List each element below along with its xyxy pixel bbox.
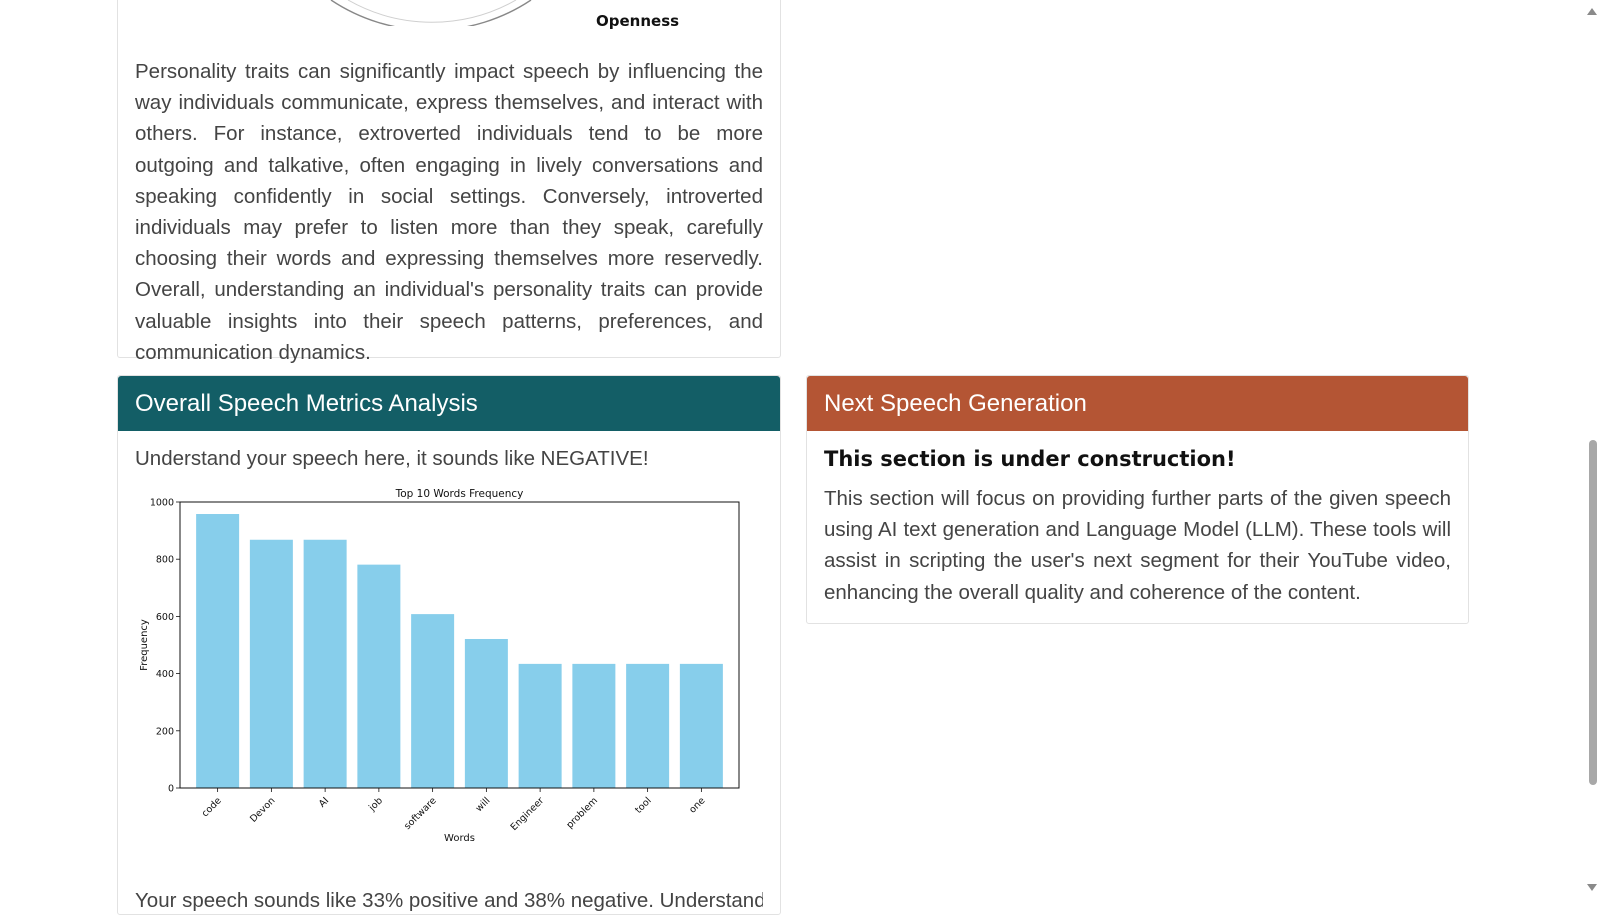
chart-bar xyxy=(357,564,401,788)
next-speech-paragraph: This section will focus on providing fur… xyxy=(824,487,1451,604)
x-tick-label: will xyxy=(474,795,493,814)
x-tick-label: problem xyxy=(564,795,600,831)
personality-paragraph: Personality traits can significantly imp… xyxy=(135,60,763,364)
y-tick-label: 800 xyxy=(156,555,174,566)
y-tick-label: 200 xyxy=(156,726,174,737)
chart-bar xyxy=(626,663,670,788)
y-tick-label: 400 xyxy=(156,669,174,680)
next-speech-title: Next Speech Generation xyxy=(824,389,1087,417)
next-speech-card: Next Speech Generation This section is u… xyxy=(806,375,1469,624)
next-speech-header: Next Speech Generation xyxy=(807,376,1468,431)
chart-bar xyxy=(303,539,347,788)
scroll-down-arrow-icon[interactable] xyxy=(1587,884,1597,891)
x-tick-label: one xyxy=(687,795,707,815)
x-axis-label: Words xyxy=(444,833,475,844)
radar-chart-fragment xyxy=(330,0,532,26)
y-tick-label: 1000 xyxy=(150,498,174,509)
x-tick-label: software xyxy=(402,795,439,832)
chart-bar xyxy=(411,614,455,788)
sentiment-percentages-text: Your speech sounds like 33% positive and… xyxy=(135,889,763,912)
x-tick-label: Devon xyxy=(248,795,277,824)
y-axis-label: Frequency xyxy=(139,619,150,671)
chart-bar xyxy=(464,638,508,788)
word-frequency-chart: Top 10 Words Frequency code Devon AI job soft… xyxy=(138,488,758,868)
construction-notice: This section is under construction! xyxy=(824,447,1236,471)
x-tick-label: job xyxy=(366,795,385,814)
scroll-up-arrow-icon[interactable] xyxy=(1587,8,1597,15)
x-tick-label: Engineer xyxy=(509,795,547,833)
x-tick-label: code xyxy=(200,795,224,819)
chart-bar xyxy=(679,663,723,788)
y-tick-label: 600 xyxy=(156,612,174,623)
x-tick-label: AI xyxy=(317,795,331,809)
chart-axes-frame xyxy=(179,501,740,789)
radar-axis-label: Openness xyxy=(596,12,680,30)
radar-outer-ring xyxy=(330,0,532,26)
page-scrollbar[interactable] xyxy=(1584,0,1600,899)
radar-inner-ring xyxy=(347,0,517,23)
y-tick-label: 0 xyxy=(168,784,174,795)
sentiment-summary: Understand your speech here, it sounds l… xyxy=(135,447,649,470)
personality-card: Openness Personality traits can signific… xyxy=(117,0,781,364)
speech-metrics-header: Overall Speech Metrics Analysis xyxy=(118,376,780,431)
speech-metrics-card: Overall Speech Metrics Analysis Understa… xyxy=(117,375,781,915)
x-tick-label: tool xyxy=(633,795,654,816)
chart-bar xyxy=(518,663,562,788)
chart-bar xyxy=(249,539,293,788)
scroll-thumb[interactable] xyxy=(1589,440,1597,785)
chart-bar xyxy=(196,514,240,788)
word-frequency-svg: Top 10 Words Frequency code Devon AI job soft… xyxy=(139,488,740,844)
speech-metrics-title: Overall Speech Metrics Analysis xyxy=(135,389,478,417)
chart-title: Top 10 Words Frequency xyxy=(395,488,524,500)
chart-bar xyxy=(572,663,616,788)
